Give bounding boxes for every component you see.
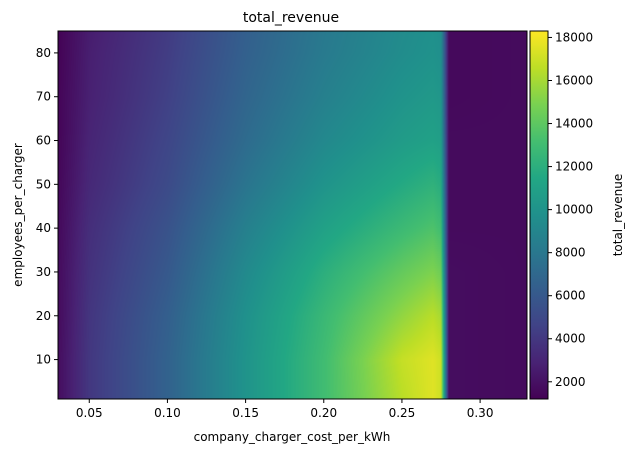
y-tick-label: 40 [36,221,51,235]
colorbar-ticks: 2000 4000 6000 8000 10000 12000 14000 16000 1800… [548,30,593,389]
x-tick-label: 0.30 [467,406,494,420]
colorbar-tick-label: 6000 [555,289,586,303]
y-tick-label: 10 [36,353,51,367]
x-tick-label: 0.05 [76,406,103,420]
y-axis-label: employees_per_charger [11,143,25,287]
colorbar: 2000 4000 6000 8000 10000 12000 14000 16000 1800… [529,30,625,400]
plot-frame [57,30,528,400]
colorbar-tick-label: 18000 [555,30,593,44]
colorbar-tick-label: 2000 [555,375,586,389]
y-tick-label: 30 [36,265,51,279]
colorbar-tick-label: 4000 [555,332,586,346]
y-axis-ticks: 10 20 30 40 50 60 70 80 [36,46,58,367]
colorbar-gradient [530,31,548,399]
x-axis-label: company_charger_cost_per_kWh [194,430,391,444]
x-tick-label: 0.20 [310,406,337,420]
y-tick-label: 80 [36,46,51,60]
x-axis-ticks: 0.05 0.10 0.15 0.20 0.25 0.30 [76,399,494,420]
heatmap-image [58,31,527,399]
y-tick-label: 50 [36,177,51,191]
y-tick-label: 70 [36,90,51,104]
colorbar-tick-label: 14000 [555,117,593,131]
y-tick-label: 20 [36,309,51,323]
colorbar-tick-label: 12000 [555,160,593,174]
x-tick-label: 0.10 [154,406,181,420]
colorbar-label: total_revenue [611,174,625,257]
x-tick-label: 0.15 [232,406,259,420]
colorbar-tick-label: 16000 [555,73,593,87]
heatmap-plot-area [57,30,528,400]
x-tick-label: 0.25 [389,406,416,420]
colorbar-tick-label: 8000 [555,246,586,260]
y-tick-label: 60 [36,134,51,148]
chart-title: total_revenue [243,10,339,26]
colorbar-tick-label: 10000 [555,203,593,217]
colorbar-frame [529,30,549,400]
